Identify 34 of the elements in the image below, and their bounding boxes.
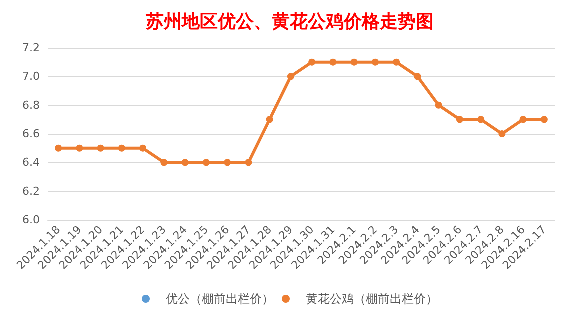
point xyxy=(140,144,147,152)
y-tick-label: 6.0 xyxy=(22,214,40,226)
point xyxy=(202,159,210,166)
legend-label: 黄花公鸡（棚前出栏价） xyxy=(306,292,438,306)
point xyxy=(245,159,252,166)
point xyxy=(308,58,316,66)
point xyxy=(414,73,422,80)
point xyxy=(520,116,527,124)
point xyxy=(330,58,337,66)
y-tick-label: 6.6 xyxy=(22,128,40,140)
y-tick-label: 6.2 xyxy=(22,184,40,198)
point xyxy=(160,159,168,166)
point xyxy=(456,116,464,124)
chart-title: 苏州地区优公、黄花公鸡价格走势图 xyxy=(145,12,434,32)
point xyxy=(372,58,379,66)
point xyxy=(393,58,400,66)
point xyxy=(182,159,189,166)
point xyxy=(540,116,548,124)
point xyxy=(498,130,506,138)
point xyxy=(224,159,232,166)
point xyxy=(118,144,126,152)
point xyxy=(350,58,358,66)
legend-label: 优公（棚前出栏价） xyxy=(166,292,274,306)
point xyxy=(97,144,104,152)
point xyxy=(478,116,485,124)
point xyxy=(266,116,274,124)
point xyxy=(287,73,294,80)
y-tick-label: 6.8 xyxy=(22,98,40,112)
y-tick-label: 6.4 xyxy=(22,156,40,170)
point xyxy=(76,144,84,152)
point xyxy=(55,144,62,152)
y-tick-label: 7.2 xyxy=(22,42,40,54)
point xyxy=(435,102,442,109)
y-tick-label: 7.0 xyxy=(22,70,40,84)
